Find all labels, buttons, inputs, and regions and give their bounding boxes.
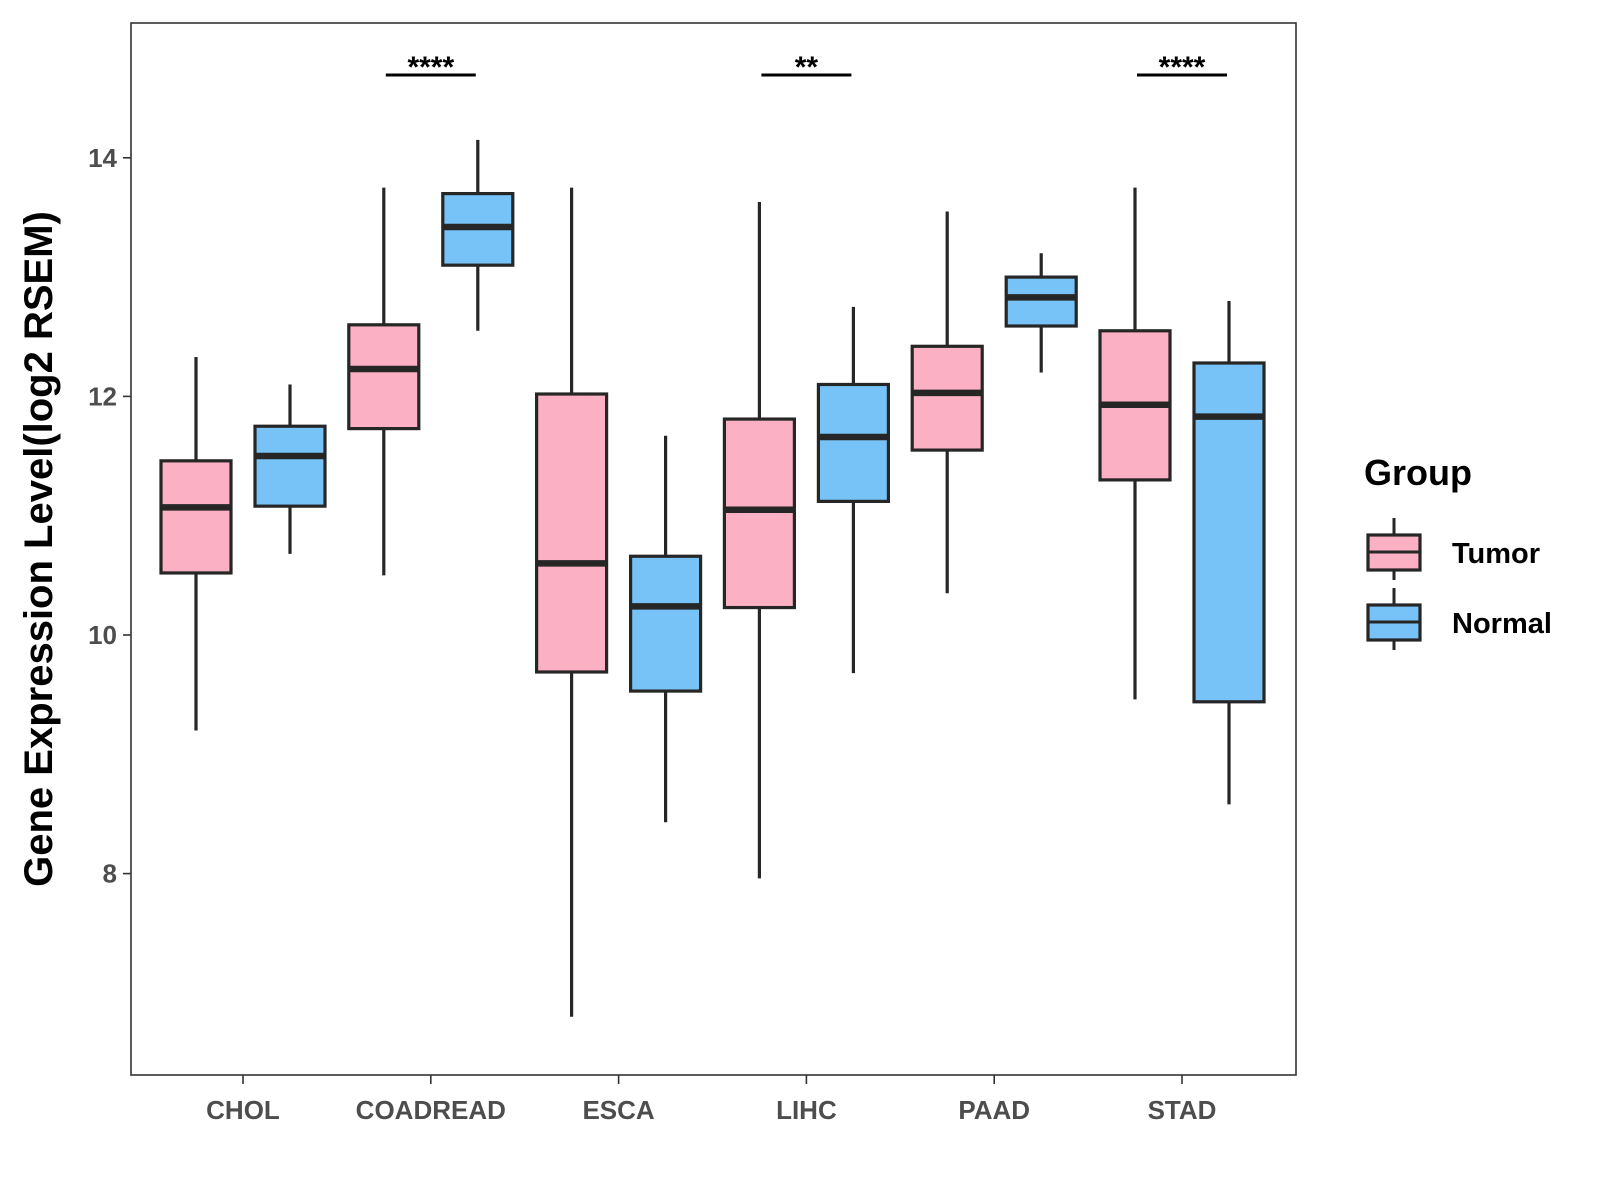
box-iqr <box>910 344 984 452</box>
y-tick-label: 10 <box>88 620 117 650</box>
box-tumor-esca <box>534 187 609 1017</box>
significance-label-coadread: **** <box>407 51 454 84</box>
box-tumor-chol <box>159 357 233 731</box>
significance-annotations: **** ** **** <box>385 51 1227 84</box>
x-tick-label-coadread: COADREAD <box>356 1095 506 1125</box>
box-normal-paad <box>1004 253 1078 373</box>
box-normal-lihc <box>816 306 891 674</box>
box-normal-esca <box>628 435 703 823</box>
box-iqr <box>628 554 703 693</box>
legend-label: Tumor <box>1452 538 1540 570</box>
y-tick-label: 8 <box>103 859 117 889</box>
box-iqr <box>1004 275 1078 328</box>
box-iqr <box>253 424 327 508</box>
x-tick-label-paad: PAAD <box>958 1095 1030 1125</box>
box-iqr <box>534 392 609 674</box>
legend-label: Normal <box>1452 608 1552 640</box>
y-tick-label: 14 <box>88 143 117 173</box>
legend: Group Tumor Normal <box>1364 452 1552 650</box>
x-tick-label-esca: ESCA <box>582 1095 654 1125</box>
box-normal-coadread <box>441 139 515 331</box>
plot-panel-border <box>130 22 1297 1076</box>
y-axis-title: Gene Expression Level(log2 RSEM) <box>17 211 61 887</box>
boxes-layer <box>159 139 1266 1017</box>
x-tick-label-chol: CHOL <box>206 1095 280 1125</box>
significance-label-lihc: ** <box>795 51 819 84</box>
box-iqr <box>722 417 797 610</box>
box-tumor-stad <box>1098 187 1172 700</box>
box-normal-stad <box>1192 300 1266 805</box>
x-tick-label-lihc: LIHC <box>776 1095 837 1125</box>
y-axis: 8 10 12 14 <box>88 143 131 889</box>
legend-item-tumor: Tumor <box>1366 518 1540 580</box>
x-tick-label-stad: STAD <box>1148 1095 1217 1125</box>
x-axis: CHOL COADREAD ESCA LIHC PAAD STAD <box>206 1075 1216 1125</box>
significance-label-stad: **** <box>1159 51 1206 84</box>
box-iqr <box>347 323 421 431</box>
box-tumor-coadread <box>347 187 421 576</box>
box-tumor-paad <box>910 211 984 594</box>
box-iqr <box>159 459 233 575</box>
box-iqr <box>816 382 891 503</box>
legend-title: Group <box>1364 452 1472 493</box>
y-tick-label: 12 <box>88 381 117 411</box>
box-tumor-lihc <box>722 201 797 879</box>
legend-item-normal: Normal <box>1366 588 1552 650</box>
box-normal-chol <box>253 384 327 554</box>
